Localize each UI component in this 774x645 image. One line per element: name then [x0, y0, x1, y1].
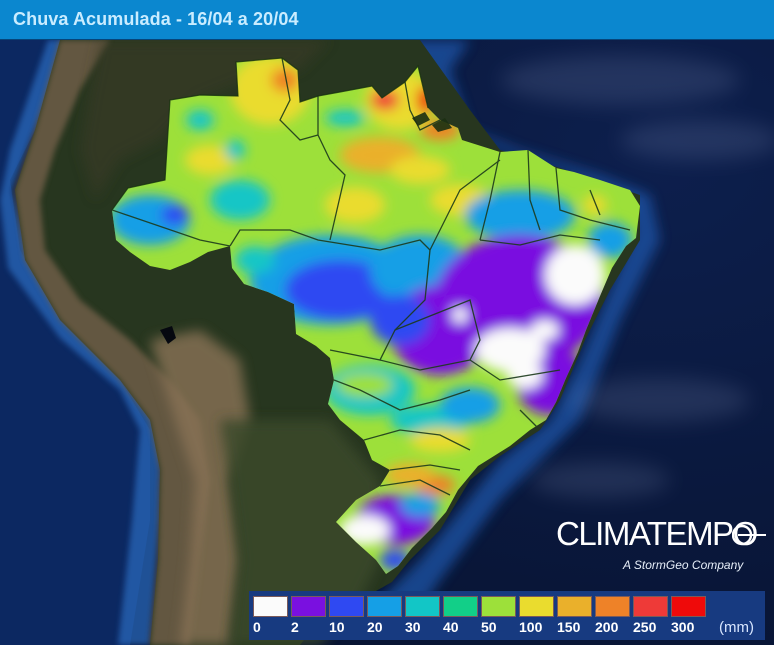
legend-swatch-40: [443, 596, 478, 617]
legend-tick: 250: [633, 619, 657, 635]
legend-swatch-0: [253, 596, 288, 617]
state-borders: [112, 58, 631, 496]
legend-tick: 10: [329, 619, 345, 635]
rainfall-map: [0, 40, 774, 645]
legend-swatch-20: [367, 596, 402, 617]
legend-swatch-150: [557, 596, 592, 617]
legend-tick: 150: [557, 619, 581, 635]
legend-swatch-2: [291, 596, 326, 617]
legend-tick: 100: [519, 619, 543, 635]
legend-tick: 2: [291, 619, 299, 635]
page-title: Chuva Acumulada - 16/04 a 20/04: [13, 9, 299, 29]
legend-tick: 40: [443, 619, 459, 635]
legend-swatch-50: [481, 596, 516, 617]
legend-tick: 300: [671, 619, 695, 635]
legend-unit: (mm): [719, 619, 754, 636]
legend-tick: 200: [595, 619, 619, 635]
legend-swatch-250: [633, 596, 668, 617]
legend-tick: 50: [481, 619, 497, 635]
legend-tick: 30: [405, 619, 421, 635]
legend-swatch-10: [329, 596, 364, 617]
logo-circle-icon: [732, 524, 766, 546]
legend-swatch-200: [595, 596, 630, 617]
legend-swatch-300: [671, 596, 706, 617]
brand-tagline: A StormGeo Company: [623, 558, 744, 572]
climatempo-logo: CLIMATEMPO A StormGeo Company: [556, 515, 766, 572]
rainfall-legend: 0 2 10 20 30 40 50 100 150 200 250 300 (…: [249, 591, 765, 640]
legend-swatch-100: [519, 596, 554, 617]
brand-name: CLIMATEMPO: [556, 515, 758, 552]
legend-tick: 0: [253, 619, 261, 635]
legend-tick: 20: [367, 619, 383, 635]
legend-swatch-30: [405, 596, 440, 617]
header-bar: Chuva Acumulada - 16/04 a 20/04: [0, 0, 774, 40]
